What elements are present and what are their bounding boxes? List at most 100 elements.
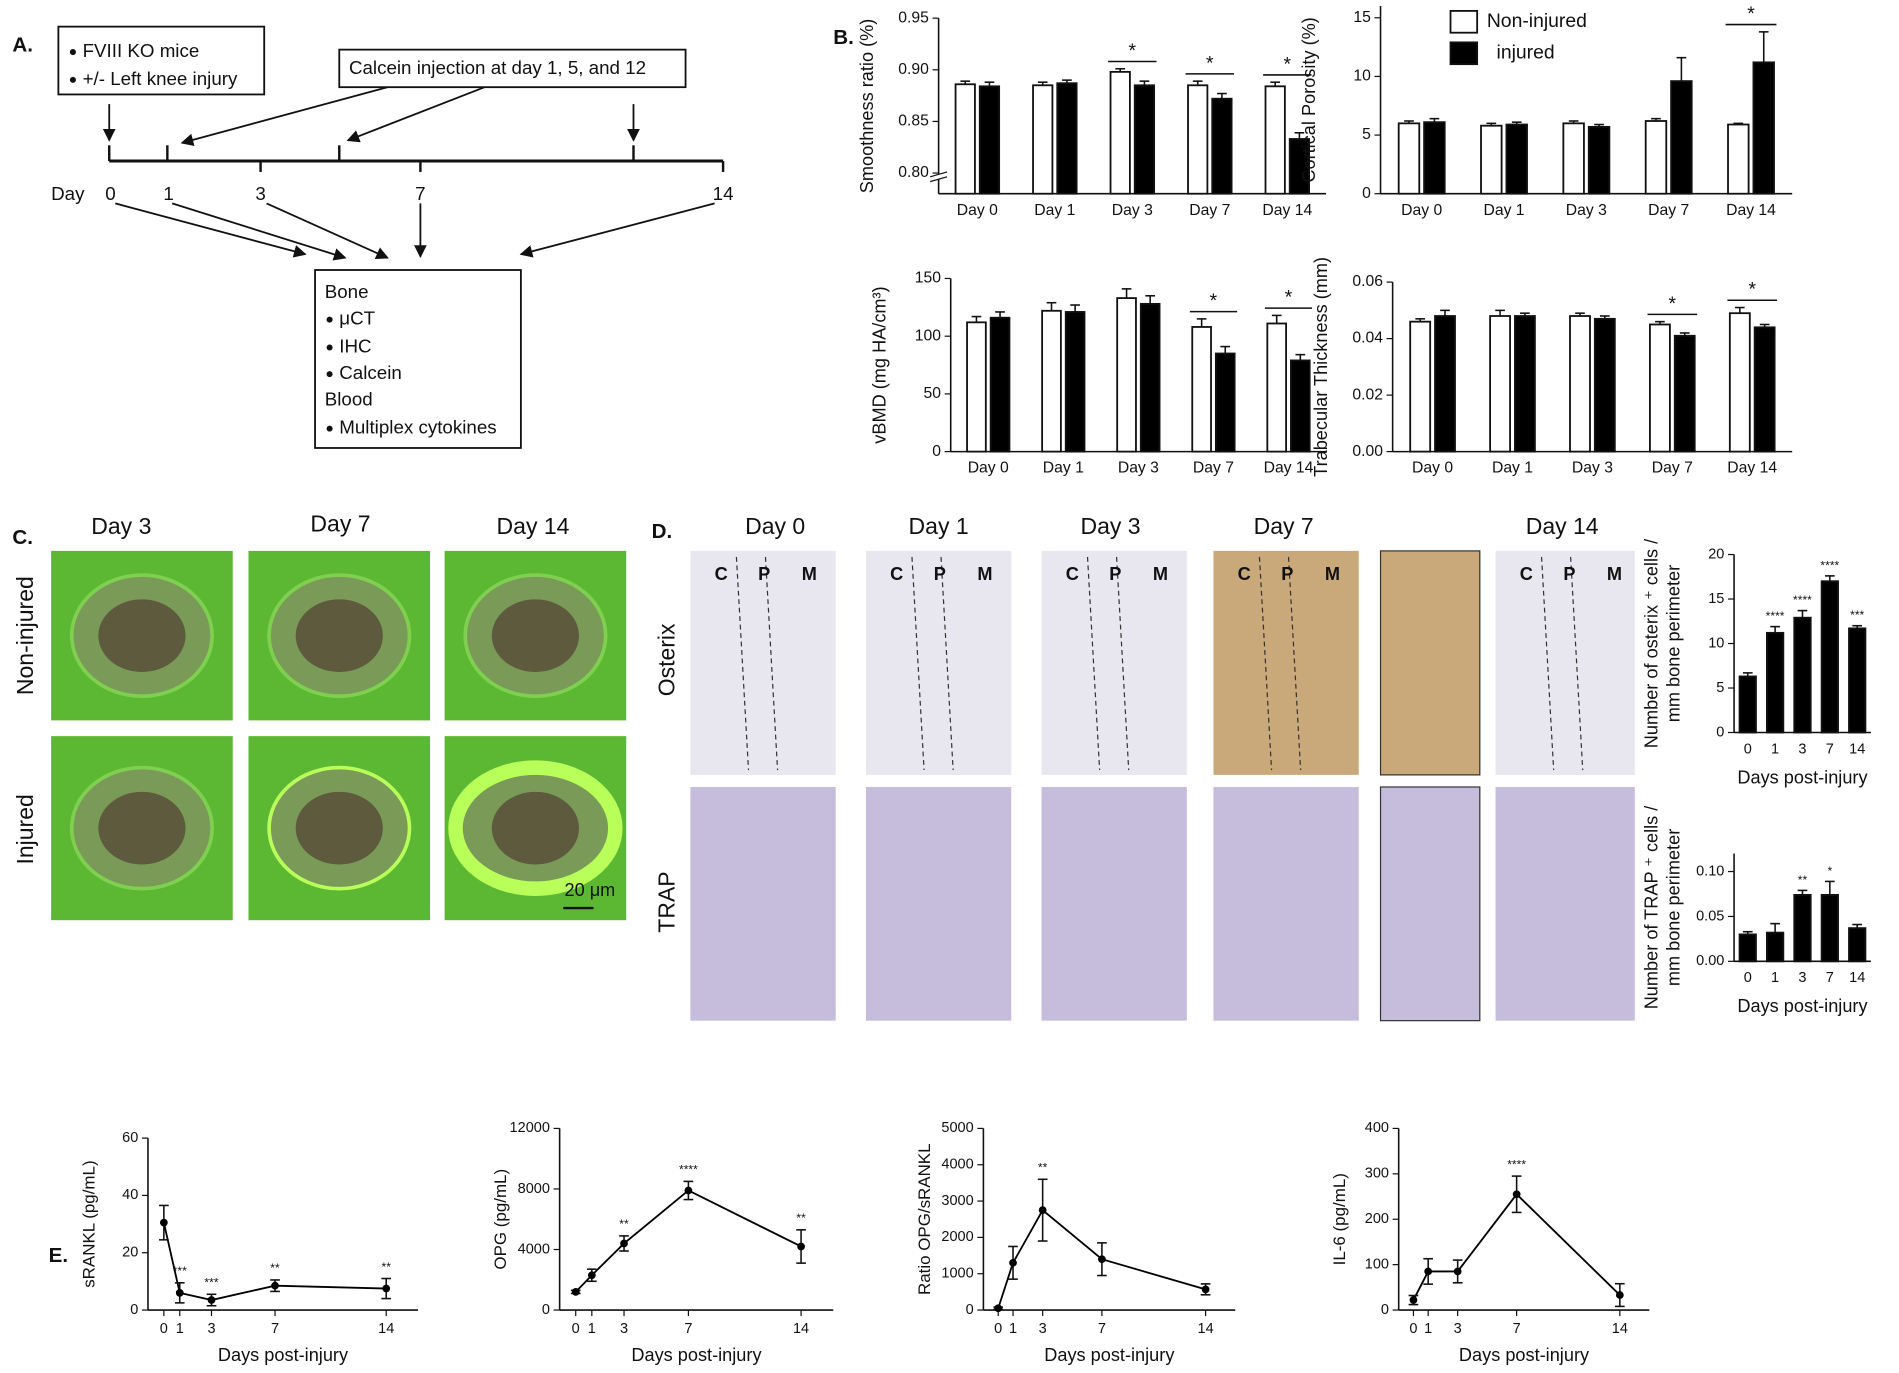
- column-label: Day 14: [1526, 513, 1599, 539]
- y-tick-label: 4000: [941, 1157, 973, 1173]
- x-tick-label: 0: [1744, 741, 1752, 757]
- x-tick-label: 7: [271, 1321, 279, 1337]
- region-label: M: [802, 564, 817, 584]
- boundary: [1086, 556, 1101, 771]
- day-tick: 0: [105, 183, 115, 204]
- micrograph: [690, 786, 836, 1021]
- bar: [1116, 297, 1137, 453]
- bar: [1109, 70, 1131, 195]
- y-tick-label: 5000: [941, 1120, 973, 1136]
- bar: [1133, 84, 1156, 195]
- x-tick-label: 14: [1198, 1321, 1214, 1337]
- x-axis-label: Days post-injury: [218, 1345, 349, 1365]
- y-tick-label: 400: [1365, 1120, 1389, 1136]
- x-tick-label: 7: [684, 1321, 692, 1337]
- chart: 0.00 0.05 0.10 Number of TRAP ⁺ cells / mm b…: [1642, 805, 1871, 1016]
- bar: [1820, 893, 1839, 963]
- chart: 0 4000 8000 12000 OPG (pg/mL) Days post-injur…: [491, 1120, 834, 1365]
- x-tick-label: 3: [1798, 970, 1806, 986]
- arrows: [102, 86, 715, 261]
- y-tick-label: 100: [915, 327, 941, 344]
- x-tick-label: 14: [1849, 970, 1865, 986]
- y-tick-label: 10: [1353, 68, 1371, 85]
- boundary: [1570, 556, 1584, 771]
- bar: [1266, 322, 1287, 453]
- region-label: C: [1520, 564, 1533, 584]
- point: [271, 1281, 279, 1290]
- bar: [1793, 893, 1812, 963]
- panel-c: C. Day 3 Day 7 Day 14 Non-injured Injure…: [12, 511, 627, 921]
- bullet: [69, 49, 76, 56]
- y-tick-label: 0.05: [1696, 908, 1724, 924]
- x-tick-label: 0: [994, 1321, 1002, 1337]
- bullet: [326, 371, 333, 378]
- x-tick-label: 7: [1826, 970, 1834, 986]
- panel-label: C.: [12, 526, 33, 549]
- micrograph: [1213, 550, 1359, 775]
- x-tick-label: Day 14: [1726, 202, 1776, 219]
- bar: [1727, 123, 1750, 195]
- setup-item: FVIII KO mice: [83, 40, 200, 61]
- marrow: [295, 791, 383, 865]
- line: [575, 1189, 802, 1293]
- y-axis-label: Smoothness ratio (%): [857, 19, 877, 194]
- bar: [1587, 125, 1611, 195]
- y-axis-label: sRANKL (pg/mL): [79, 1160, 98, 1287]
- significance: *: [1210, 290, 1218, 312]
- bar: [1423, 121, 1446, 195]
- x-axis-label: Days post-injury: [1044, 1345, 1175, 1365]
- micrograph: [1495, 550, 1635, 775]
- boundary: [1540, 556, 1555, 771]
- y-tick-label: 60: [122, 1130, 138, 1146]
- y-tick-label: 5: [1362, 126, 1371, 143]
- x-tick-label: Day 3: [1118, 460, 1159, 477]
- readout-item: Calcein: [339, 362, 402, 383]
- boundary: [1258, 556, 1273, 771]
- x-tick-label: Day 3: [1566, 202, 1607, 219]
- y-tick-label: 15: [1353, 9, 1371, 26]
- box: [314, 269, 522, 449]
- bullet: [326, 425, 333, 432]
- boundary: [1287, 556, 1302, 771]
- bar: [1644, 120, 1668, 195]
- bar: [1848, 927, 1867, 963]
- bar: [1753, 326, 1776, 453]
- point: [571, 1288, 580, 1296]
- bar: [978, 85, 1001, 195]
- bar: [1593, 317, 1616, 453]
- bar: [954, 83, 976, 195]
- region-label: M: [977, 564, 992, 584]
- point: [1009, 1258, 1017, 1267]
- significance: *: [1669, 293, 1677, 315]
- bar: [1649, 323, 1671, 453]
- x-tick-label: Day 7: [1189, 202, 1230, 219]
- x-tick-label: Day 7: [1652, 460, 1693, 477]
- column-label: Day 3: [91, 513, 151, 539]
- bar: [966, 321, 987, 453]
- legend-swatch: [1449, 41, 1479, 66]
- day-label: Day: [51, 183, 85, 204]
- marrow: [98, 599, 186, 672]
- significance: ****: [1820, 558, 1839, 572]
- y-tick-label: 0: [932, 443, 941, 460]
- x-tick-label: 14: [1612, 1321, 1628, 1337]
- panel-label: A.: [12, 33, 33, 56]
- y-tick-label: 0.95: [898, 9, 929, 26]
- x-tick-label: 1: [588, 1321, 596, 1337]
- x-tick-label: 0: [572, 1321, 580, 1337]
- point: [1098, 1255, 1106, 1264]
- bar: [1514, 315, 1536, 453]
- y-axis-label: vBMD (mg HA/cm³): [869, 286, 889, 443]
- scale-bar-label: 20 μm: [564, 880, 615, 900]
- micrograph: [865, 786, 1012, 1021]
- x-tick-label: Day 14: [1262, 202, 1312, 219]
- bar: [1489, 315, 1511, 453]
- point: [1424, 1267, 1433, 1276]
- y-axis-label: mm bone perimeter: [1664, 565, 1684, 722]
- y-tick-label: 0.80: [898, 164, 929, 181]
- point: [994, 1304, 1003, 1313]
- setup-item: +/- Left knee injury: [83, 68, 238, 89]
- region-label: P: [1281, 564, 1293, 584]
